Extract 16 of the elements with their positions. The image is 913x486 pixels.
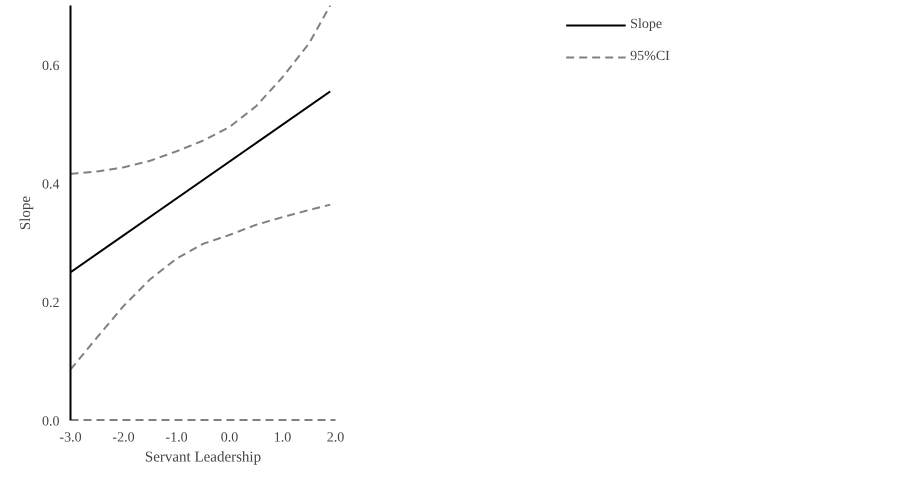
- line-series: [70, 204, 332, 371]
- x-tick-label: 0.0: [220, 430, 238, 446]
- x-tick-label: 1.0: [274, 430, 292, 446]
- x-tick-label: -2.0: [112, 430, 135, 446]
- x-axis-title: Servant Leadership: [144, 450, 262, 466]
- legend-label: 95%CI: [630, 49, 670, 65]
- line-series: [70, 6, 332, 175]
- x-tick-label: -3.0: [59, 430, 82, 446]
- y-tick-label: 0.2: [42, 296, 60, 311]
- y-axis-title: Slope: [18, 196, 34, 230]
- y-tick-label: 0.4: [42, 177, 60, 192]
- y-tick-label: 0.0: [42, 414, 60, 430]
- legend-label: Slope: [630, 17, 662, 33]
- x-tick-label: 2.0: [326, 430, 344, 446]
- x-tick-label: -1.0: [165, 430, 188, 446]
- y-tick-label: 0.6: [42, 58, 60, 74]
